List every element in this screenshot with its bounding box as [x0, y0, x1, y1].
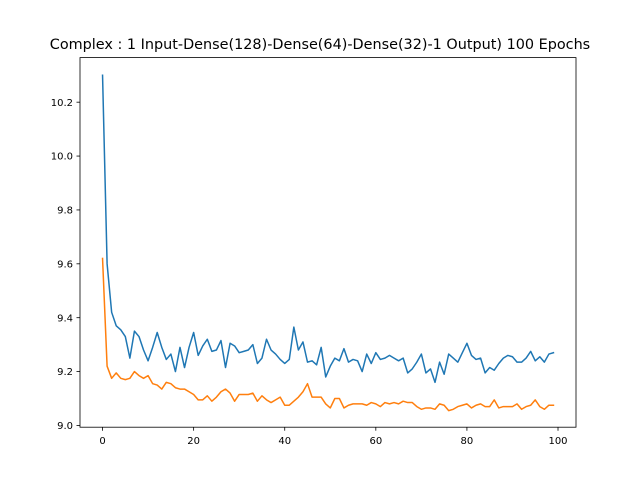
- plot-frame: [79, 57, 577, 428]
- x-tick-label: 20: [187, 436, 200, 447]
- plot-area: [80, 57, 576, 428]
- y-tick-label: 9.2: [57, 367, 73, 378]
- y-tick-label: 10.0: [51, 152, 73, 163]
- series-line-1: [101, 74, 555, 384]
- series-layer: [101, 74, 555, 412]
- x-axis-ticks: 0 20 40 60 80 100: [99, 427, 568, 447]
- y-tick-label: 9.4: [57, 313, 73, 324]
- x-tick-label: 0: [99, 436, 105, 447]
- x-tick-label: 40: [278, 436, 291, 447]
- y-tick-label: 9.0: [57, 421, 73, 432]
- y-tick-label: 9.8: [57, 206, 73, 217]
- y-tick-label: 10.2: [51, 98, 73, 109]
- y-tick-label: 9.6: [57, 259, 73, 270]
- x-tick-label: 60: [369, 436, 382, 447]
- x-tick-label: 80: [461, 436, 474, 447]
- y-axis-ticks: 9.0 9.2 9.4 9.6 9.8 10.0 10.2: [51, 98, 80, 432]
- chart-title: Complex : 1 Input-Dense(128)-Dense(64)-D…: [50, 37, 590, 53]
- series-line-2: [101, 257, 555, 412]
- x-tick-label: 100: [548, 436, 567, 447]
